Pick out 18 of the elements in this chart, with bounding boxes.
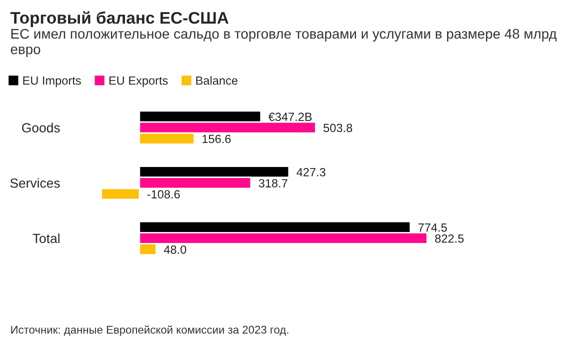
legend-label: EU Imports: [23, 76, 81, 88]
data-label: 774.5: [418, 223, 447, 232]
data-label: 503.8: [324, 124, 352, 132]
data-label: 48.0: [164, 245, 186, 254]
data-label: 318.7: [258, 179, 288, 188]
legend-label: Balance: [196, 76, 238, 85]
y-tick-label: Total: [32, 233, 60, 244]
text: Источник: данные Европейской комиссии за 2023 год.: [11, 325, 288, 336]
y-tick-label: Goods: [22, 122, 60, 132]
chart-subtitle: ЕС имел положительное сальдо в торговле товарами и услугами в размере 48 млрд евро: [10, 28, 557, 57]
data-label: 822.5: [435, 234, 464, 243]
legend-label: EU Exports: [109, 76, 168, 88]
data-label: 427.3: [296, 168, 326, 176]
data-label: 156.6: [202, 134, 231, 144]
y-tick-label: Services: [10, 178, 60, 188]
data-label: €347.2B: [268, 112, 312, 122]
data-label: -108.6: [147, 190, 180, 198]
chart-title: Торговый баланс ЕС-США: [10, 11, 228, 28]
